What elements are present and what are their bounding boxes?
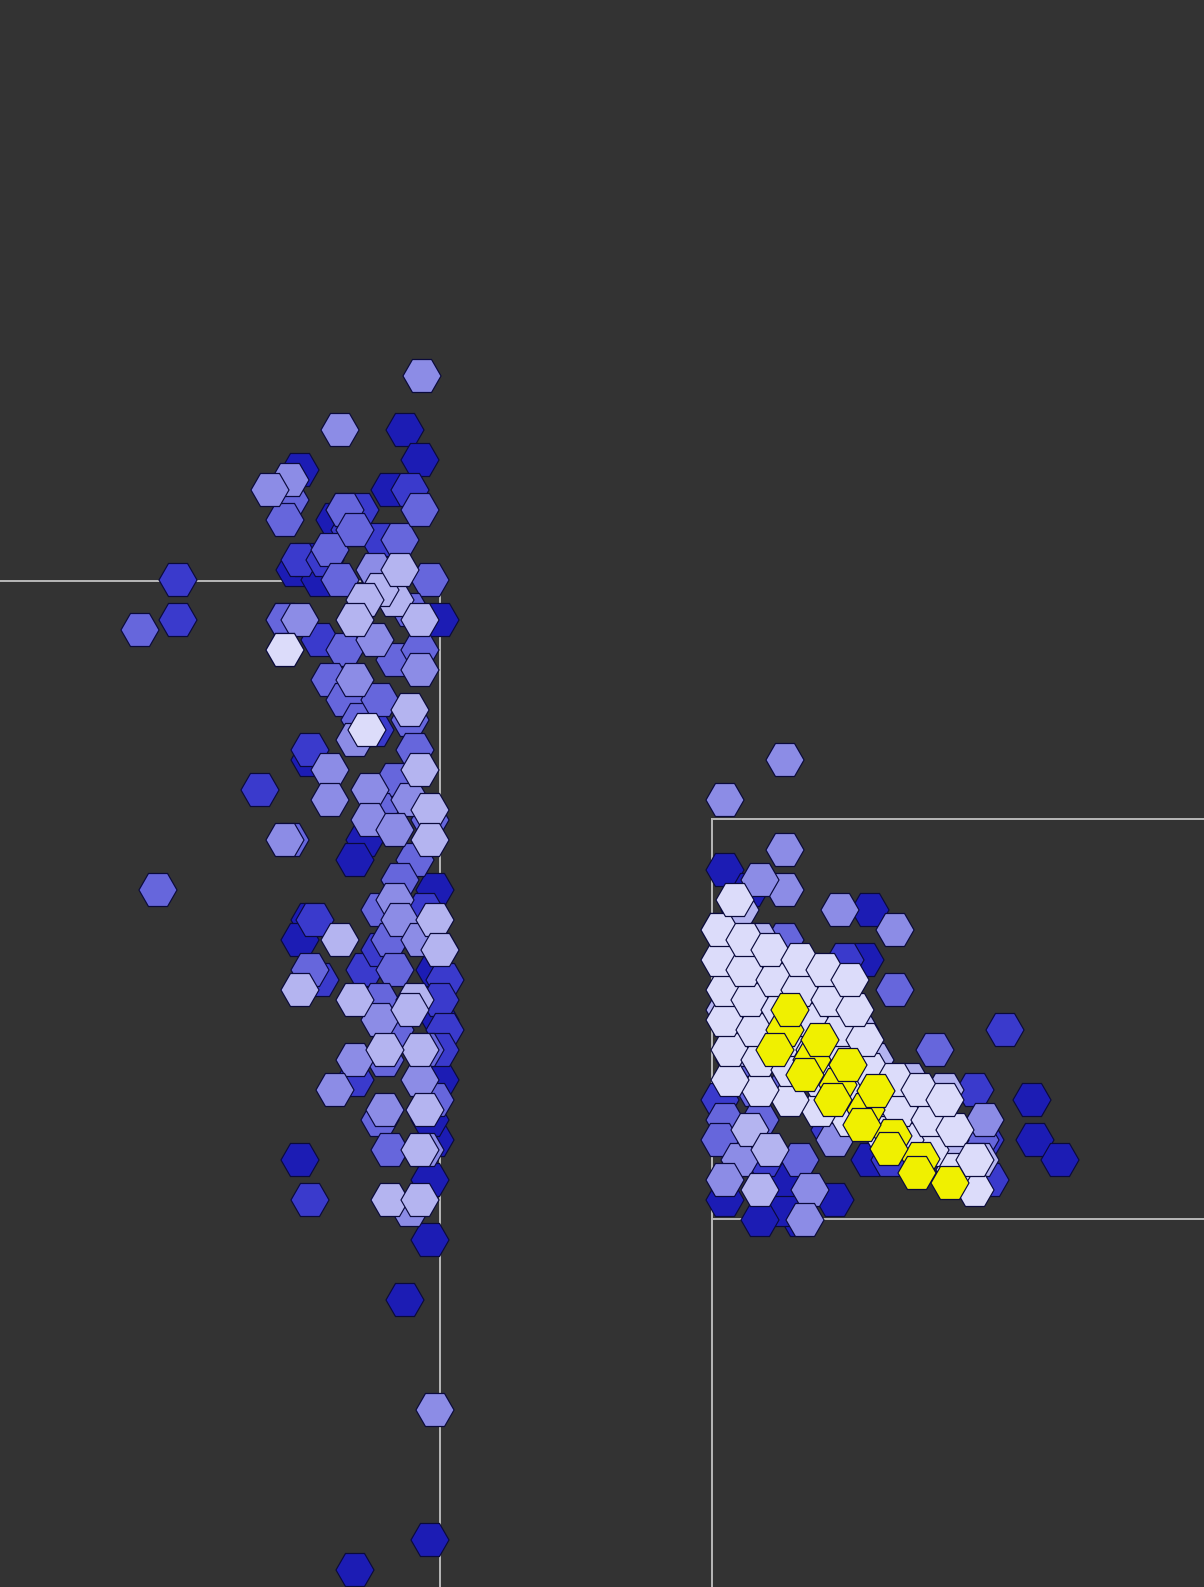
data-point-d4-1 bbox=[320, 922, 360, 958]
data-point-d2-1 bbox=[138, 872, 178, 908]
data-point-d2-31 bbox=[370, 1132, 410, 1168]
data-point-d0-24 bbox=[410, 1522, 450, 1558]
data-point-d3-29 bbox=[705, 782, 745, 818]
data-point-d5-21 bbox=[955, 1142, 995, 1178]
data-point-d3-46 bbox=[740, 862, 780, 898]
data-point-d3-33 bbox=[875, 912, 915, 948]
data-point-d4-9 bbox=[400, 752, 440, 788]
data-point-d3-25 bbox=[280, 602, 320, 638]
data-point-d4-38 bbox=[750, 1132, 790, 1168]
data-point-d5-48 bbox=[830, 962, 870, 998]
data-point-d3-0 bbox=[402, 358, 442, 394]
data-point-d5-49 bbox=[715, 882, 755, 918]
data-point-d0-1 bbox=[400, 442, 440, 478]
data-point-d4-13 bbox=[420, 932, 460, 968]
data-point-d4-21 bbox=[335, 982, 375, 1018]
data-point-d3-8 bbox=[335, 662, 375, 698]
data-point-d2-43 bbox=[915, 1032, 955, 1068]
data-point-d2-3 bbox=[265, 502, 305, 538]
data-point-hi-10 bbox=[842, 1107, 882, 1143]
data-point-d4-23 bbox=[335, 602, 375, 638]
data-point-d3-24 bbox=[315, 1072, 355, 1108]
data-point-d3-42 bbox=[790, 1172, 830, 1208]
data-point-d0-29 bbox=[1040, 1142, 1080, 1178]
data-point-d4-19 bbox=[400, 1182, 440, 1218]
data-point-d3-6 bbox=[400, 652, 440, 688]
data-point-d2-42 bbox=[875, 972, 915, 1008]
data-point-d3-27 bbox=[415, 1392, 455, 1428]
data-point-hi-14 bbox=[800, 1022, 840, 1058]
data-point-d3-11 bbox=[310, 782, 350, 818]
data-point-d1-2 bbox=[240, 772, 280, 808]
data-point-d5-0 bbox=[347, 712, 387, 748]
data-point-d0-10 bbox=[335, 842, 375, 878]
data-point-d1-4 bbox=[280, 542, 320, 578]
data-point-d3-23 bbox=[335, 1042, 375, 1078]
data-point-hi-7 bbox=[755, 1032, 795, 1068]
data-point-d4-22 bbox=[365, 1032, 405, 1068]
data-point-d5-1 bbox=[265, 632, 305, 668]
data-point-d4-17 bbox=[405, 1092, 445, 1128]
data-point-d5-45 bbox=[750, 932, 790, 968]
data-point-d1-20 bbox=[290, 1182, 330, 1218]
data-point-d3-43 bbox=[785, 1202, 825, 1238]
data-point-d4-8 bbox=[390, 692, 430, 728]
data-point-d3-3 bbox=[250, 472, 290, 508]
data-point-d1-27 bbox=[985, 1012, 1025, 1048]
data-point-d3-28 bbox=[765, 742, 805, 778]
data-point-d4-0 bbox=[280, 972, 320, 1008]
data-point-d3-1 bbox=[320, 412, 360, 448]
gate-2 bbox=[711, 818, 1204, 1587]
data-point-d4-11 bbox=[410, 822, 450, 858]
data-point-hi-8 bbox=[785, 1057, 825, 1093]
data-point-d3-15 bbox=[375, 812, 415, 848]
data-point-d4-18 bbox=[370, 1182, 410, 1218]
data-point-d4-6 bbox=[380, 552, 420, 588]
data-point-d3-22 bbox=[365, 1092, 405, 1128]
data-point-d2-0 bbox=[120, 612, 160, 648]
data-point-d3-32 bbox=[820, 892, 860, 928]
data-point-d2-37 bbox=[400, 492, 440, 528]
data-point-d0-21 bbox=[410, 1222, 450, 1258]
data-point-hi-12 bbox=[897, 1155, 937, 1191]
data-point-hi-11 bbox=[869, 1131, 909, 1167]
data-point-hi-6 bbox=[930, 1165, 970, 1201]
data-point-d3-4 bbox=[265, 822, 305, 858]
data-point-hi-9 bbox=[813, 1082, 853, 1118]
data-point-d3-30 bbox=[765, 832, 805, 868]
points-layer bbox=[120, 358, 1080, 1587]
data-point-hi-16 bbox=[856, 1073, 896, 1109]
data-point-d0-22 bbox=[280, 1142, 320, 1178]
data-point-d4-7 bbox=[400, 602, 440, 638]
data-point-d0-23 bbox=[385, 1282, 425, 1318]
data-point-d4-15 bbox=[390, 992, 430, 1028]
data-point-d2-15 bbox=[360, 682, 400, 718]
data-point-d4-39 bbox=[740, 1172, 780, 1208]
data-point-d1-1 bbox=[158, 602, 198, 638]
data-point-d0-30 bbox=[1012, 1082, 1052, 1118]
data-point-d1-0 bbox=[158, 562, 198, 598]
data-point-hi-13 bbox=[770, 992, 810, 1028]
data-point-d5-42 bbox=[835, 992, 875, 1028]
data-point-d3-41 bbox=[705, 1162, 745, 1198]
data-point-hi-15 bbox=[828, 1047, 868, 1083]
data-point-d4-20 bbox=[400, 1132, 440, 1168]
data-point-d2-39 bbox=[335, 512, 375, 548]
data-point-d5-30 bbox=[925, 1082, 965, 1118]
